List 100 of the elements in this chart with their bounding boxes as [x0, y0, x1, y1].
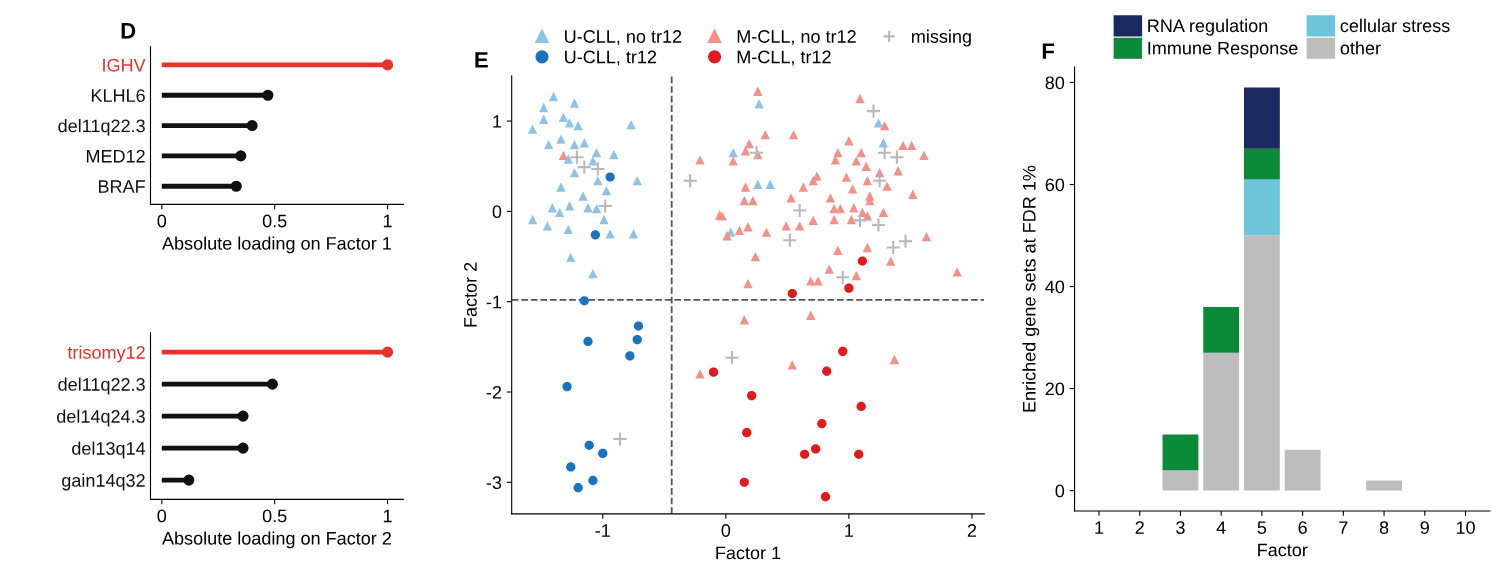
legend-label: M-CLL, no tr12 [737, 30, 856, 46]
point [588, 156, 598, 166]
point [811, 444, 821, 454]
y-tick-label: del11q22.3 [58, 377, 145, 395]
point [556, 134, 566, 144]
bar [1162, 434, 1199, 471]
y-tick-label: gain14q32 [62, 473, 145, 491]
point [555, 207, 565, 217]
point [897, 233, 914, 249]
y-tick-label: del13q14 [72, 441, 146, 459]
point [739, 477, 749, 487]
x-tick-label: 6 [1298, 521, 1307, 534]
point [753, 179, 763, 189]
point [820, 492, 831, 502]
y-tick-label: -1 [486, 295, 502, 309]
y-tick-label: 20 [1045, 382, 1065, 396]
point [578, 191, 588, 201]
point [262, 89, 274, 101]
point [835, 269, 851, 285]
point [724, 350, 740, 366]
point [865, 103, 882, 119]
bar [1243, 235, 1280, 491]
point [856, 401, 866, 412]
point [542, 221, 553, 231]
bar [1284, 449, 1321, 491]
chart-title: E [475, 52, 488, 68]
point [625, 351, 635, 361]
point [588, 269, 598, 279]
point [742, 427, 752, 438]
point [799, 449, 810, 459]
x-tick-label: 1 [845, 524, 854, 537]
point [817, 418, 827, 429]
x-tick-label: 0.5 [262, 214, 287, 228]
point [562, 381, 572, 392]
point [591, 148, 602, 158]
y-tick-label: 40 [1045, 280, 1065, 294]
x-tick-label: 9 [1420, 521, 1429, 534]
point [609, 149, 619, 160]
point [844, 283, 854, 293]
point [872, 173, 888, 189]
point [889, 149, 905, 165]
point [576, 159, 592, 175]
point [590, 161, 606, 177]
point [539, 114, 549, 124]
point [527, 124, 538, 134]
bar [1243, 87, 1280, 149]
point [838, 346, 848, 357]
chart-title: F [1042, 43, 1055, 59]
legend-label: M-CLL, tr12 [737, 50, 831, 66]
point [543, 139, 554, 150]
point [566, 462, 576, 472]
point [765, 179, 775, 189]
x-tick-label: 5 [1257, 521, 1267, 534]
point [564, 118, 575, 128]
point [612, 431, 628, 447]
point [584, 440, 594, 450]
x-tick-label: 4 [1216, 521, 1226, 534]
x-tick-label: 8 [1379, 521, 1389, 534]
x-tick-label: 1 [383, 214, 392, 228]
x-tick-label: 1 [1095, 521, 1104, 534]
y-tick-label: MED12 [86, 149, 145, 163]
y-axis-title: Factor 2 [464, 262, 477, 327]
point [787, 288, 797, 299]
bar [1162, 470, 1199, 491]
x-axis-title: Absolute loading on Factor 2 [162, 531, 391, 549]
x-tick-label: 7 [1339, 521, 1348, 534]
point [579, 296, 589, 306]
x-tick-label: 2 [967, 524, 977, 537]
point [601, 185, 612, 196]
x-tick-label: 2 [1135, 521, 1144, 534]
point [728, 148, 738, 158]
point [569, 149, 585, 165]
point [854, 449, 864, 459]
legend-label: RNA regulation [1148, 18, 1268, 36]
y-tick-label: trisomy12 [67, 345, 145, 363]
point [748, 145, 765, 161]
point [792, 202, 808, 219]
x-tick-label: 0 [157, 214, 167, 228]
point [237, 442, 249, 454]
x-tick-label: 0.5 [262, 509, 287, 523]
point [597, 198, 613, 214]
chart-title: D [121, 23, 136, 39]
bar [1203, 352, 1240, 491]
point [747, 390, 757, 401]
y-tick-label: del14q24.3 [57, 409, 145, 427]
y-tick-label: BRAF [98, 180, 145, 193]
point [230, 180, 242, 192]
legend-label: missing [912, 29, 971, 47]
bar [1203, 306, 1240, 353]
point [782, 232, 798, 248]
y-tick-label: 0 [492, 205, 502, 219]
legend-label: Immune Response [1148, 41, 1298, 59]
bar [1366, 480, 1402, 491]
point [628, 229, 639, 239]
point [583, 336, 593, 347]
point [632, 334, 642, 345]
point [558, 112, 569, 123]
point [381, 346, 394, 358]
point [527, 214, 538, 225]
point [599, 214, 609, 225]
